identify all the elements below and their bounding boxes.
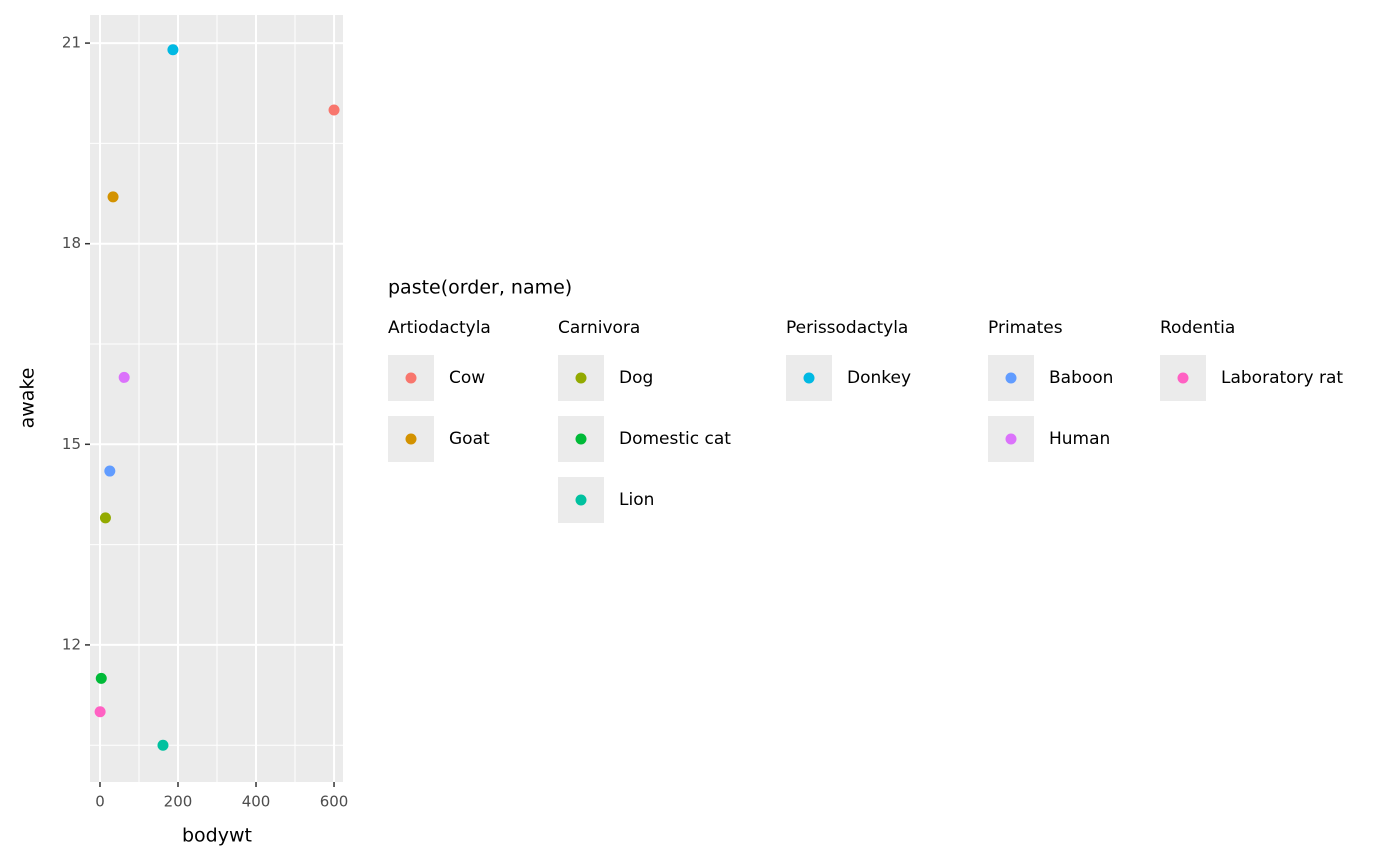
- legend-label: Dog: [619, 368, 653, 388]
- point: [95, 672, 107, 684]
- x-tick-label: 0: [95, 793, 105, 811]
- x-axis-title: bodywt: [182, 825, 252, 847]
- legend-swatch: [575, 433, 587, 445]
- legend-swatch: [575, 494, 587, 506]
- y-tick-label: 18: [62, 234, 81, 252]
- y-tick-label: 21: [62, 34, 81, 52]
- point: [107, 191, 119, 203]
- legend-swatch: [405, 433, 417, 445]
- point: [104, 465, 116, 477]
- legend-group-title: Artiodactyla: [388, 318, 491, 338]
- legend-swatch: [575, 372, 587, 384]
- point: [118, 371, 130, 383]
- legend-label: Laboratory rat: [1221, 368, 1343, 388]
- x-tick-label: 200: [164, 793, 193, 811]
- legend-group-title: Primates: [988, 318, 1063, 338]
- point: [328, 104, 340, 116]
- legend-title: paste(order, name): [388, 277, 572, 299]
- legend-label: Lion: [619, 490, 654, 510]
- legend-group-title: Carnivora: [558, 318, 640, 338]
- legend-group-title: Rodentia: [1160, 318, 1235, 338]
- x-tick-label: 600: [320, 793, 349, 811]
- legend-label: Domestic cat: [619, 429, 731, 449]
- legend-label: Donkey: [847, 368, 911, 388]
- legend-group-title: Perissodactyla: [786, 318, 908, 338]
- legend-swatch: [1005, 433, 1017, 445]
- panel: [90, 15, 343, 782]
- legend-swatch: [1177, 372, 1189, 384]
- y-tick-label: 12: [62, 635, 81, 653]
- legend-swatch: [803, 372, 815, 384]
- point: [94, 706, 106, 718]
- legend-swatch: [405, 372, 417, 384]
- legend-label: Human: [1049, 429, 1110, 449]
- legend-label: Goat: [449, 429, 490, 449]
- point: [157, 739, 169, 751]
- legend-swatch: [1005, 372, 1017, 384]
- y-axis-title: awake: [17, 368, 39, 429]
- y-tick-label: 15: [62, 435, 81, 453]
- x-tick-label: 400: [242, 793, 271, 811]
- legend-label: Baboon: [1049, 368, 1113, 388]
- legend-label: Cow: [449, 368, 485, 388]
- grid: [90, 15, 343, 782]
- point: [167, 44, 179, 56]
- point: [99, 512, 111, 524]
